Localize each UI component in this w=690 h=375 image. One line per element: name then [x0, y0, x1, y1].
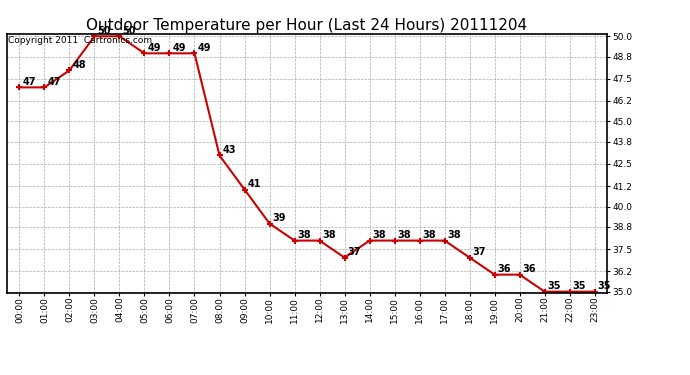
- Text: 49: 49: [197, 42, 210, 52]
- Text: Copyright 2011  Cartronics.com: Copyright 2011 Cartronics.com: [8, 36, 152, 45]
- Text: 35: 35: [598, 281, 611, 291]
- Text: 49: 49: [172, 42, 186, 52]
- Text: 38: 38: [397, 230, 411, 240]
- Text: 35: 35: [573, 281, 586, 291]
- Text: 37: 37: [347, 247, 361, 257]
- Text: 50: 50: [97, 26, 110, 36]
- Text: 35: 35: [547, 281, 561, 291]
- Text: 36: 36: [522, 264, 536, 274]
- Text: 41: 41: [247, 179, 261, 189]
- Text: 48: 48: [72, 60, 86, 70]
- Text: 38: 38: [373, 230, 386, 240]
- Text: 49: 49: [147, 42, 161, 52]
- Text: 50: 50: [122, 26, 136, 36]
- Text: 36: 36: [497, 264, 511, 274]
- Text: 38: 38: [297, 230, 311, 240]
- Text: 38: 38: [322, 230, 336, 240]
- Text: 38: 38: [422, 230, 436, 240]
- Text: 37: 37: [473, 247, 486, 257]
- Title: Outdoor Temperature per Hour (Last 24 Hours) 20111204: Outdoor Temperature per Hour (Last 24 Ho…: [86, 18, 528, 33]
- Text: 39: 39: [273, 213, 286, 223]
- Text: 43: 43: [222, 145, 236, 154]
- Text: 38: 38: [447, 230, 461, 240]
- Text: 47: 47: [47, 76, 61, 87]
- Text: 47: 47: [22, 76, 36, 87]
